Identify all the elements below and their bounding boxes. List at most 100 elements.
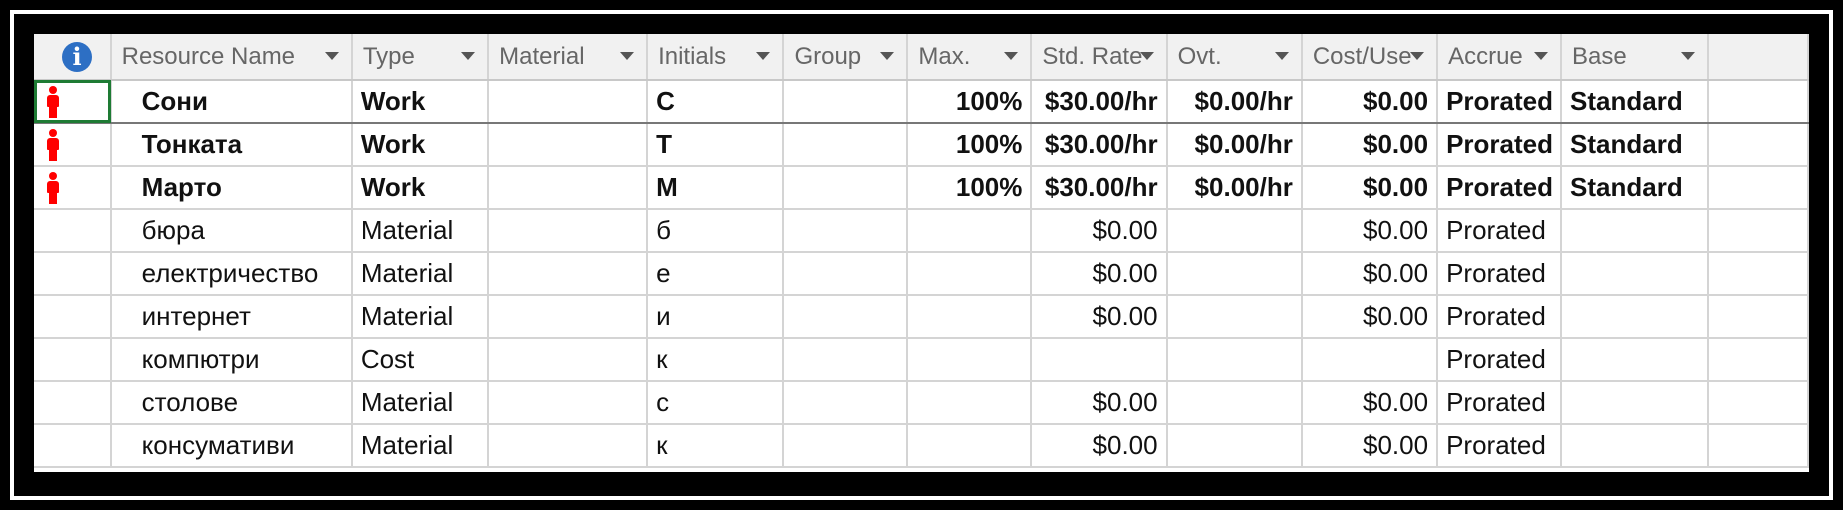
accrue-cell[interactable]: Prorated <box>1437 252 1563 296</box>
base-calendar-cell[interactable] <box>1561 424 1709 468</box>
ovt-rate-cell[interactable] <box>1166 338 1303 382</box>
base-calendar-cell[interactable] <box>1561 209 1709 253</box>
dropdown-arrow-icon[interactable] <box>756 52 771 60</box>
indicator-column-header[interactable]: i <box>34 34 112 81</box>
initials-cell[interactable]: Т <box>647 123 785 167</box>
type-cell[interactable]: Work <box>351 80 490 124</box>
dropdown-arrow-icon[interactable] <box>1004 52 1019 60</box>
initials-cell[interactable]: б <box>647 209 785 253</box>
table-row[interactable]: бюра Material б $0.00 $0.00 Prorated <box>34 209 1809 253</box>
material-cell[interactable] <box>488 295 649 339</box>
dropdown-arrow-icon[interactable] <box>1534 52 1549 60</box>
group-cell[interactable] <box>783 252 909 296</box>
cost-use-cell[interactable]: $0.00 <box>1301 209 1439 253</box>
group-cell[interactable] <box>783 80 909 124</box>
material-cell[interactable] <box>488 252 649 296</box>
table-row[interactable]: консумативи Material к $0.00 $0.00 Prorated <box>34 424 1809 468</box>
accrue-cell[interactable]: Prorated <box>1437 166 1563 210</box>
initials-cell[interactable]: к <box>647 338 785 382</box>
name-cell[interactable]: интернет <box>110 295 353 339</box>
type-cell[interactable]: Material <box>351 295 490 339</box>
dropdown-arrow-icon[interactable] <box>461 52 476 60</box>
std-rate-cell[interactable]: $30.00/hr <box>1031 123 1168 167</box>
initials-cell[interactable]: к <box>647 424 785 468</box>
ovt-rate-cell[interactable]: $0.00/hr <box>1166 166 1303 210</box>
base-calendar-cell[interactable]: Standard <box>1561 166 1709 210</box>
cost-use-cell[interactable]: $0.00 <box>1301 381 1439 425</box>
table-row[interactable]: столове Material с $0.00 $0.00 Prorated <box>34 381 1809 425</box>
column-header-ovt[interactable]: Ovt. <box>1166 34 1303 81</box>
name-cell[interactable]: Тонката <box>110 123 353 167</box>
indicator-cell[interactable] <box>34 80 112 124</box>
cost-use-cell[interactable] <box>1301 338 1439 382</box>
indicator-cell[interactable] <box>34 209 112 253</box>
accrue-cell[interactable]: Prorated <box>1437 338 1563 382</box>
cost-use-cell[interactable]: $0.00 <box>1301 252 1439 296</box>
group-cell[interactable] <box>783 295 909 339</box>
material-cell[interactable] <box>488 166 649 210</box>
base-calendar-cell[interactable]: Standard <box>1561 80 1709 124</box>
dropdown-arrow-icon[interactable] <box>1680 52 1695 60</box>
indicator-cell[interactable] <box>34 338 112 382</box>
column-header-material[interactable]: Material <box>488 34 649 81</box>
max-units-cell[interactable] <box>907 424 1033 468</box>
accrue-cell[interactable]: Prorated <box>1437 424 1563 468</box>
max-units-cell[interactable] <box>907 252 1033 296</box>
group-cell[interactable] <box>783 166 909 210</box>
base-calendar-cell[interactable] <box>1561 295 1709 339</box>
dropdown-arrow-icon[interactable] <box>1274 52 1289 60</box>
group-cell[interactable] <box>783 381 909 425</box>
column-header-resource-name[interactable]: Resource Name <box>110 34 353 81</box>
initials-cell[interactable]: с <box>647 381 785 425</box>
column-header-std-rate[interactable]: Std. Rate <box>1031 34 1168 81</box>
initials-cell[interactable]: и <box>647 295 785 339</box>
dropdown-arrow-icon[interactable] <box>1410 52 1425 60</box>
group-cell[interactable] <box>783 338 909 382</box>
material-cell[interactable] <box>488 123 649 167</box>
dropdown-arrow-icon[interactable] <box>880 52 895 60</box>
base-calendar-cell[interactable] <box>1561 381 1709 425</box>
std-rate-cell[interactable] <box>1031 338 1168 382</box>
material-cell[interactable] <box>488 338 649 382</box>
column-header-base[interactable]: Base <box>1561 34 1709 81</box>
cost-use-cell[interactable]: $0.00 <box>1301 80 1439 124</box>
std-rate-cell[interactable]: $0.00 <box>1031 252 1168 296</box>
table-row[interactable]: интернет Material и $0.00 $0.00 Prorated <box>34 295 1809 339</box>
indicator-cell[interactable] <box>34 166 112 210</box>
cost-use-cell[interactable]: $0.00 <box>1301 424 1439 468</box>
type-cell[interactable]: Material <box>351 209 490 253</box>
name-cell[interactable]: Марто <box>110 166 353 210</box>
indicator-cell[interactable] <box>34 381 112 425</box>
max-units-cell[interactable]: 100% <box>907 123 1033 167</box>
std-rate-cell[interactable]: $0.00 <box>1031 209 1168 253</box>
max-units-cell[interactable]: 100% <box>907 80 1033 124</box>
type-cell[interactable]: Work <box>351 166 490 210</box>
column-header-type[interactable]: Type <box>351 34 490 81</box>
indicator-cell[interactable] <box>34 424 112 468</box>
column-header-cost-use[interactable]: Cost/Use <box>1301 34 1439 81</box>
indicator-cell[interactable] <box>34 252 112 296</box>
base-calendar-cell[interactable] <box>1561 338 1709 382</box>
material-cell[interactable] <box>488 424 649 468</box>
std-rate-cell[interactable]: $0.00 <box>1031 424 1168 468</box>
accrue-cell[interactable]: Prorated <box>1437 123 1563 167</box>
name-cell[interactable]: консумативи <box>110 424 353 468</box>
max-units-cell[interactable]: 100% <box>907 166 1033 210</box>
column-header-accrue[interactable]: Accrue <box>1437 34 1563 81</box>
cost-use-cell[interactable]: $0.00 <box>1301 295 1439 339</box>
table-row[interactable]: компютри Cost к Prorated <box>34 338 1809 382</box>
max-units-cell[interactable] <box>907 209 1033 253</box>
type-cell[interactable]: Material <box>351 252 490 296</box>
ovt-rate-cell[interactable] <box>1166 381 1303 425</box>
std-rate-cell[interactable]: $0.00 <box>1031 381 1168 425</box>
dropdown-arrow-icon[interactable] <box>620 52 635 60</box>
name-cell[interactable]: бюра <box>110 209 353 253</box>
dropdown-arrow-icon[interactable] <box>1139 52 1154 60</box>
ovt-rate-cell[interactable] <box>1166 252 1303 296</box>
cost-use-cell[interactable]: $0.00 <box>1301 166 1439 210</box>
max-units-cell[interactable] <box>907 381 1033 425</box>
material-cell[interactable] <box>488 209 649 253</box>
base-calendar-cell[interactable] <box>1561 252 1709 296</box>
accrue-cell[interactable]: Prorated <box>1437 80 1563 124</box>
std-rate-cell[interactable]: $30.00/hr <box>1031 166 1168 210</box>
